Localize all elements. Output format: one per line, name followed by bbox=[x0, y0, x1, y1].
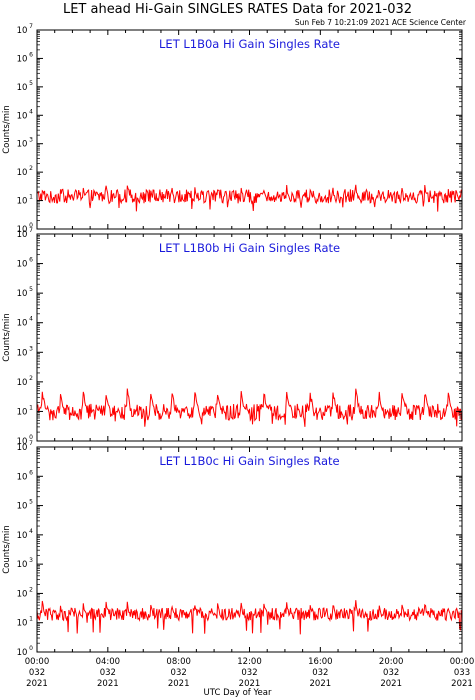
y-tick-exponent: 3 bbox=[29, 557, 33, 564]
y-tick-exponent: 0 bbox=[29, 645, 33, 652]
x-tick-label: 032 bbox=[383, 668, 399, 678]
x-tick-label: 12:00 bbox=[237, 657, 262, 667]
y-tick-exponent: 4 bbox=[29, 528, 33, 535]
x-tick-label: 033 bbox=[454, 668, 470, 678]
y-tick-label: 10 bbox=[17, 54, 28, 64]
x-tick-label: 032 bbox=[312, 668, 328, 678]
y-tick-label: 10 bbox=[17, 26, 28, 36]
y-tick-label: 10 bbox=[17, 560, 28, 570]
y-tick-label: 10 bbox=[17, 260, 28, 270]
y-axis-label: Counts/min bbox=[2, 105, 12, 154]
panel-title: LET L1B0a Hi Gain Singles Rate bbox=[159, 37, 340, 51]
y-tick-label: 10 bbox=[17, 502, 28, 512]
y-tick-exponent: 4 bbox=[29, 316, 33, 323]
x-tick-label: 2021 bbox=[168, 679, 190, 689]
x-tick-label: 032 bbox=[29, 668, 45, 678]
y-tick-label: 10 bbox=[17, 378, 28, 388]
y-tick-label: 10 bbox=[17, 83, 28, 93]
x-tick-label: 16:00 bbox=[308, 657, 333, 667]
x-tick-label: 08:00 bbox=[166, 657, 191, 667]
y-tick-exponent: 7 bbox=[29, 227, 33, 234]
y-tick-exponent: 0 bbox=[29, 434, 33, 441]
y-tick-exponent: 1 bbox=[29, 404, 33, 411]
x-tick-label: 04:00 bbox=[96, 657, 121, 667]
x-tick-label: 2021 bbox=[380, 679, 402, 689]
y-tick-exponent: 6 bbox=[29, 51, 33, 58]
x-tick-label: 2021 bbox=[451, 679, 473, 689]
figure-title: LET ahead Hi-Gain SINGLES RATES Data for… bbox=[63, 2, 412, 17]
x-axis-label: UTC Day of Year bbox=[204, 688, 272, 698]
series-line bbox=[36, 388, 463, 427]
x-tick-label: 2021 bbox=[239, 679, 261, 689]
series-line bbox=[36, 184, 463, 212]
y-tick-label: 10 bbox=[17, 619, 28, 629]
y-tick-exponent: 2 bbox=[29, 165, 33, 172]
y-tick-exponent: 5 bbox=[29, 80, 33, 87]
timestamp-label: Sun Feb 7 10:21:09 2021 ACE Science Cent… bbox=[295, 18, 467, 27]
y-tick-exponent: 7 bbox=[29, 440, 33, 447]
x-tick-label: 032 bbox=[171, 668, 187, 678]
series-line bbox=[36, 600, 463, 635]
y-tick-exponent: 1 bbox=[29, 616, 33, 623]
x-tick-label: 20:00 bbox=[379, 657, 404, 667]
y-tick-exponent: 3 bbox=[29, 345, 33, 352]
x-tick-label: 032 bbox=[100, 668, 116, 678]
panel-title: LET L1B0b Hi Gain Singles Rate bbox=[159, 241, 340, 255]
y-tick-label: 10 bbox=[17, 197, 28, 207]
y-tick-exponent: 0 bbox=[29, 222, 33, 229]
x-tick-label: 2021 bbox=[97, 679, 119, 689]
y-tick-label: 10 bbox=[17, 443, 28, 453]
y-tick-exponent: 3 bbox=[29, 137, 33, 144]
y-tick-exponent: 6 bbox=[29, 469, 33, 476]
y-tick-exponent: 2 bbox=[29, 375, 33, 382]
y-tick-exponent: 7 bbox=[29, 23, 33, 30]
y-axis-label: Counts/min bbox=[2, 313, 12, 362]
y-tick-label: 10 bbox=[17, 140, 28, 150]
y-tick-label: 10 bbox=[17, 472, 28, 482]
y-tick-exponent: 5 bbox=[29, 499, 33, 506]
x-tick-label: 00:00 bbox=[450, 657, 475, 667]
panel-title: LET L1B0c Hi Gain Singles Rate bbox=[159, 454, 339, 468]
y-tick-exponent: 4 bbox=[29, 108, 33, 115]
y-tick-label: 10 bbox=[17, 648, 28, 658]
y-tick-exponent: 6 bbox=[29, 257, 33, 264]
y-tick-label: 10 bbox=[17, 168, 28, 178]
x-tick-label: 032 bbox=[241, 668, 257, 678]
y-tick-exponent: 1 bbox=[29, 194, 33, 201]
y-tick-label: 10 bbox=[17, 531, 28, 541]
y-tick-label: 10 bbox=[17, 348, 28, 358]
y-tick-label: 10 bbox=[17, 230, 28, 240]
y-tick-label: 10 bbox=[17, 289, 28, 299]
x-tick-label: 2021 bbox=[310, 679, 332, 689]
x-tick-label: 00:00 bbox=[25, 657, 50, 667]
y-tick-label: 10 bbox=[17, 319, 28, 329]
y-tick-label: 10 bbox=[17, 437, 28, 447]
y-tick-label: 10 bbox=[17, 111, 28, 121]
y-tick-exponent: 5 bbox=[29, 286, 33, 293]
y-tick-label: 10 bbox=[17, 225, 28, 235]
y-tick-exponent: 2 bbox=[29, 586, 33, 593]
y-tick-label: 10 bbox=[17, 589, 28, 599]
y-tick-label: 10 bbox=[17, 407, 28, 417]
x-tick-label: 2021 bbox=[26, 679, 48, 689]
y-axis-label: Counts/min bbox=[2, 525, 12, 574]
